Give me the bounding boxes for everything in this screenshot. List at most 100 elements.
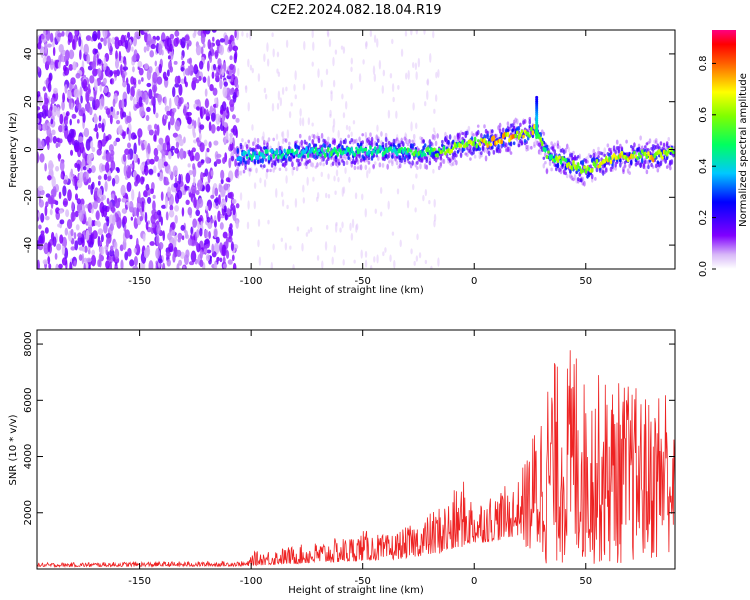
noise-speck [202, 43, 206, 48]
noise-speck [225, 238, 229, 249]
ridge-cell [416, 160, 419, 165]
noise-speck [104, 135, 109, 142]
ridge-cell [305, 145, 308, 152]
noise-speck [146, 44, 150, 52]
noise-speck [157, 158, 163, 171]
noise-speck [337, 129, 340, 139]
ridge-cell [620, 150, 624, 156]
noise-speck [393, 259, 396, 269]
noise-speck [219, 73, 223, 80]
noise-speck [43, 243, 49, 249]
noise-speck [317, 68, 320, 79]
ridge-cell [359, 164, 363, 171]
noise-speck [58, 43, 64, 53]
noise-speck [172, 252, 176, 263]
noise-speck [97, 58, 102, 65]
noise-speck [352, 120, 356, 125]
noise-speck [168, 168, 172, 176]
noise-speck [68, 82, 73, 90]
ridge-cell [341, 144, 344, 149]
noise-speck [187, 206, 193, 216]
ridge-cell [291, 148, 294, 154]
ridge-cell [242, 169, 246, 174]
noise-speck [116, 110, 120, 116]
noise-speck [149, 50, 154, 58]
ridge-cell [567, 161, 571, 167]
ridge-cell [256, 158, 260, 165]
ridge-cell [373, 146, 377, 151]
noise-speck [199, 106, 203, 118]
noise-speck [71, 38, 76, 50]
ridge-cell [645, 154, 649, 160]
ridge-cell [583, 165, 586, 170]
ridge-cell [347, 134, 350, 139]
ridge-cell [486, 142, 489, 148]
noise-speck [110, 106, 114, 112]
noise-speck [306, 176, 309, 186]
noise-speck [70, 246, 76, 251]
noise-speck [187, 65, 190, 76]
noise-speck [217, 64, 221, 70]
noise-speck [124, 251, 129, 261]
noise-speck [112, 70, 118, 75]
noise-speck [74, 174, 77, 187]
noise-speck [158, 258, 163, 264]
ridge-cell [528, 134, 532, 138]
ridge-cell [505, 142, 508, 147]
ridge-cell [659, 141, 663, 146]
ridge-cell [372, 149, 375, 154]
noise-speck [247, 58, 250, 68]
noise-speck [168, 209, 175, 218]
noise-speck [188, 170, 193, 176]
noise-speck [195, 241, 199, 248]
noise-speck [311, 122, 314, 127]
noise-speck [316, 191, 320, 199]
noise-speck [113, 140, 117, 147]
noise-speck [45, 30, 51, 41]
noise-speck [341, 93, 344, 100]
noise-speck [169, 97, 172, 110]
noise-speck [433, 108, 436, 114]
noise-speck [45, 136, 51, 144]
noise-speck [133, 217, 137, 226]
ridge-cell [347, 146, 350, 153]
noise-speck [416, 233, 419, 241]
ridge-cell [475, 143, 478, 149]
ridge-cell [284, 167, 288, 172]
ridge-cell [312, 154, 316, 159]
ridge-cell [645, 169, 649, 175]
ridge-cell [331, 161, 335, 166]
noise-speck [169, 204, 174, 211]
noise-speck [105, 107, 111, 115]
noise-speck [173, 96, 179, 104]
noise-speck [320, 171, 323, 177]
noise-speck [78, 171, 85, 183]
noise-speck [198, 60, 204, 70]
noise-speck [111, 177, 116, 187]
ridge-cell [261, 136, 265, 141]
noise-speck [193, 176, 196, 186]
noise-speck [43, 92, 48, 102]
noise-speck [97, 30, 101, 40]
ridge-cell [308, 158, 311, 164]
ridge-cell [423, 143, 427, 148]
noise-speck [376, 254, 379, 264]
noise-speck [246, 221, 250, 230]
noise-speck [271, 32, 274, 38]
ridge-cell [651, 150, 655, 155]
noise-speck [205, 30, 211, 35]
noise-speck [376, 124, 379, 132]
ridge-cell [364, 164, 368, 171]
noise-speck [221, 115, 225, 127]
noise-speck [172, 132, 179, 138]
noise-speck [161, 204, 167, 209]
noise-speck [225, 177, 231, 183]
ridge-cell [236, 166, 240, 172]
noise-speck [247, 200, 250, 210]
ridge-cell [275, 148, 279, 155]
noise-speck [114, 38, 120, 50]
ridge-cell [238, 162, 241, 167]
noise-speck [373, 34, 377, 43]
noise-speck [153, 165, 157, 174]
noise-speck [190, 226, 194, 235]
